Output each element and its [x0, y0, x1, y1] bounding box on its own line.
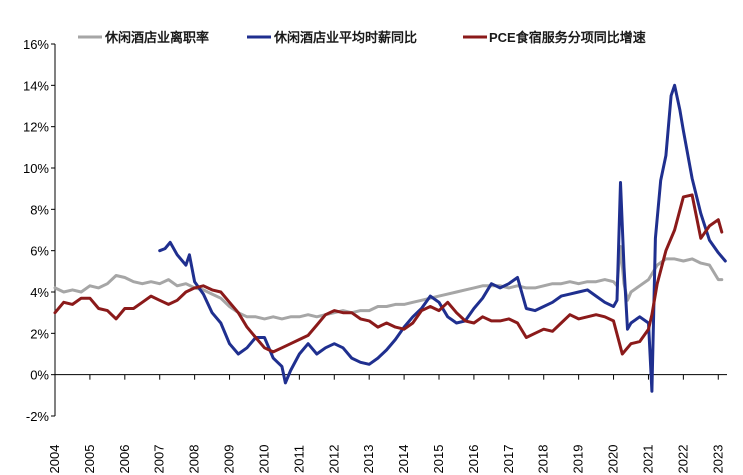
series-line-0	[53, 245, 724, 321]
x-tick-label: 2021	[640, 445, 655, 474]
x-tick-label: 2004	[47, 445, 62, 474]
x-tick-label: 2018	[536, 445, 551, 474]
y-tick-label: 12%	[23, 120, 49, 135]
x-tick-label: 2017	[501, 445, 516, 474]
legend-item-hourly-wage: 休闲酒店业平均时薪同比	[247, 30, 417, 45]
x-axis: 2004 2005 2006 2007 2008 2009 2010 2011 2012 2013…	[47, 374, 727, 474]
y-tick-label: 6%	[30, 244, 49, 259]
y-tick-label: 4%	[30, 285, 49, 300]
x-tick-label: 2015	[431, 445, 446, 474]
x-tick-label: 2016	[466, 445, 481, 474]
x-tick-label: 2013	[361, 445, 376, 474]
x-tick-label: 2005	[82, 445, 97, 474]
series-line-1	[158, 83, 727, 393]
x-tick-label: 2023	[710, 445, 725, 474]
series-line-2	[53, 193, 724, 356]
x-tick-label: 2020	[606, 445, 621, 474]
plot-lines	[53, 83, 727, 393]
legend: 休闲酒店业离职率 休闲酒店业平均时薪同比 PCE食宿服务分项同比增速	[78, 30, 646, 45]
x-tick-label: 2022	[675, 445, 690, 474]
y-tick-label: 0%	[30, 368, 49, 383]
y-tick-label: 2%	[30, 326, 49, 341]
legend-item-quit-rate: 休闲酒店业离职率	[78, 30, 209, 45]
legend-label-quit-rate: 休闲酒店业离职率	[104, 30, 209, 45]
x-tick-label: 2008	[187, 445, 202, 474]
x-tick-label: 2014	[396, 445, 411, 474]
y-tick-label: 14%	[23, 78, 49, 93]
y-tick-label: 8%	[30, 202, 49, 217]
x-tick-label: 2019	[571, 445, 586, 474]
x-tick-label: 2011	[291, 445, 306, 473]
x-tick-label: 2007	[152, 445, 167, 474]
legend-label-hourly-wage: 休闲酒店业平均时薪同比	[273, 30, 417, 45]
legend-label-pce: PCE食宿服务分项同比增速	[489, 30, 646, 45]
x-tick-label: 2010	[256, 445, 271, 474]
y-tick-label: -2%	[26, 409, 50, 424]
legend-item-pce: PCE食宿服务分项同比增速	[463, 30, 646, 45]
y-tick-label: 10%	[23, 161, 49, 176]
x-tick-label: 2006	[117, 445, 132, 474]
x-tick-label: 2012	[326, 445, 341, 474]
y-axis: 16% 14% 12% 10% 8% 6% 4% 2% 0% -2%	[23, 37, 56, 424]
y-tick-label: 16%	[23, 37, 49, 52]
x-tick-label: 2009	[222, 445, 237, 474]
